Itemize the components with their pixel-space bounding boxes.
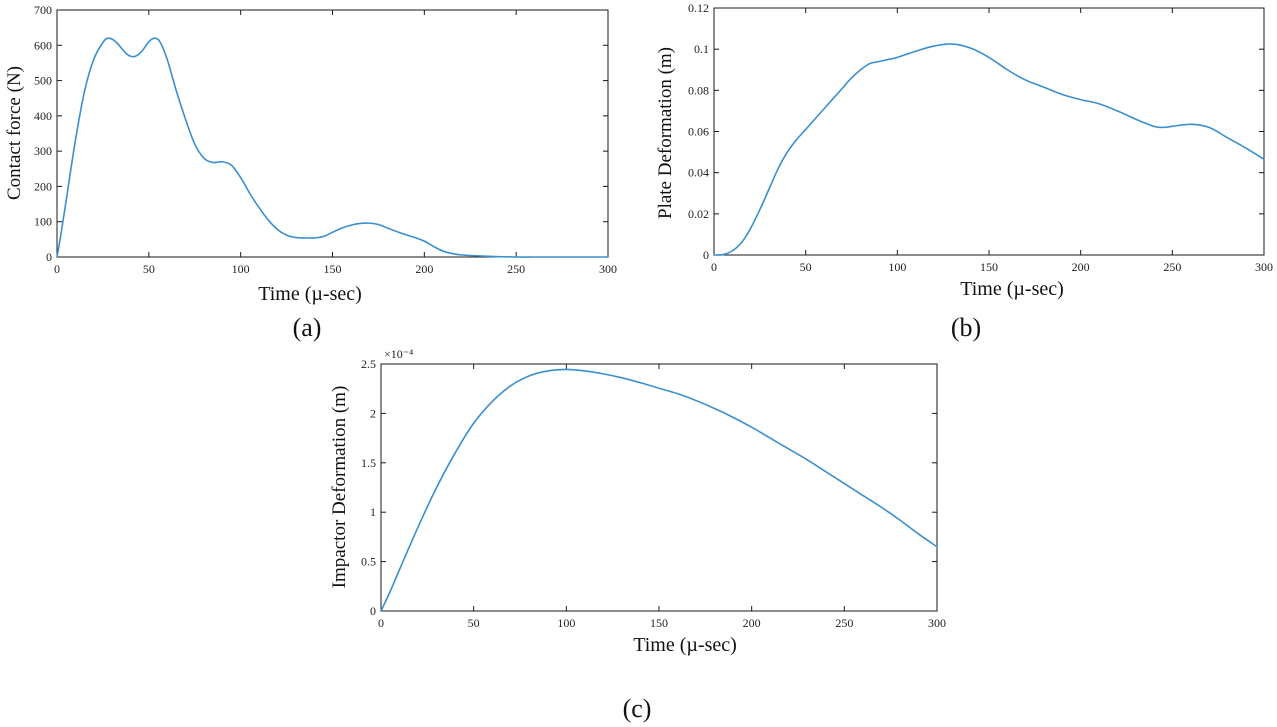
x-tick-label: 150 [324, 262, 342, 276]
y-tick-label: 2 [370, 406, 376, 420]
panel-caption: (c) [623, 694, 652, 723]
plot-frame [380, 363, 938, 612]
x-tick-label: 50 [800, 260, 812, 274]
x-tick-label: 250 [507, 262, 525, 276]
y-tick-label: 0.12 [688, 1, 709, 15]
y-tick-label: 100 [34, 215, 52, 229]
y-axis-label: Impactor Deformation (m) [329, 386, 350, 589]
x-tick-label: 150 [980, 260, 998, 274]
x-tick-label: 300 [1255, 260, 1273, 274]
series-line [380, 368, 938, 612]
x-axis-label: Time (µ-sec) [258, 283, 362, 305]
x-axis-label: Time (µ-sec) [633, 634, 737, 656]
x-tick-label: 200 [1072, 260, 1090, 274]
x-ticks: 0 50 100 150 200 250 300 [54, 10, 617, 276]
x-tick-label: 200 [415, 262, 433, 276]
y-tick-label: 0.06 [688, 125, 709, 139]
y-tick-label: 0.1 [694, 42, 709, 56]
x-tick-label: 250 [1163, 260, 1181, 274]
y-tick-label: 500 [34, 74, 52, 88]
x-tick-label: 100 [888, 260, 906, 274]
y-tick-label: 2.5 [361, 357, 376, 371]
x-tick-label: 50 [468, 616, 480, 630]
y-tick-label: 0 [370, 604, 376, 618]
y-tick-label: 1.5 [361, 456, 376, 470]
y-tick-label: 0 [703, 248, 709, 262]
plot-frame [713, 7, 1265, 256]
panel-caption: (b) [951, 313, 981, 342]
y-tick-label: 200 [34, 179, 52, 193]
y-tick-label: 0.02 [688, 207, 709, 221]
x-tick-label: 100 [557, 616, 575, 630]
panel-c: 0 50 100 150 200 250 300 0 0.5 1 1.5 2 2.5 ×10⁻⁴ Ti… [329, 347, 946, 723]
y-ticks: 0 100 200 300 400 500 600 700 [34, 3, 608, 264]
x-tick-label: 0 [378, 616, 384, 630]
panel-a: 0 50 100 150 200 250 300 0 100 200 300 400 500 600 70… [4, 3, 617, 342]
x-ticks: 0 50 100 150 200 250 300 [711, 8, 1273, 274]
y-tick-label: 0.04 [688, 166, 709, 180]
x-tick-label: 0 [711, 260, 717, 274]
panel-caption: (a) [293, 313, 322, 342]
y-axis-label: Contact force (N) [4, 66, 25, 200]
x-tick-label: 100 [232, 262, 250, 276]
x-tick-label: 250 [835, 616, 853, 630]
plot-frame [56, 9, 609, 258]
y-tick-label: 1 [370, 505, 376, 519]
y-tick-label: 300 [34, 144, 52, 158]
y-tick-label: 400 [34, 109, 52, 123]
panel-b: 0 50 100 150 200 250 300 00.020.040.060.080.10… [655, 1, 1273, 342]
x-tick-label: 150 [650, 616, 668, 630]
series-line [713, 43, 1265, 256]
x-tick-label: 300 [599, 262, 617, 276]
y-tick-label: 700 [34, 3, 52, 17]
y-tick-label: 600 [34, 38, 52, 52]
x-tick-label: 50 [143, 262, 155, 276]
y-ticks: 0 0.02 0.04 0.06 0.08 0.1 0.12 [688, 1, 1264, 262]
y-tick-label: 0 [46, 250, 52, 264]
x-tick-label: 0 [54, 262, 60, 276]
x-ticks: 0 50 100 150 200 250 300 [378, 364, 946, 630]
y-tick-label: 0.08 [688, 83, 709, 97]
y-axis-label: Plate Deformation (m) [655, 47, 676, 219]
x-axis-label: Time (µ-sec) [960, 278, 1064, 300]
y-exponent-label: ×10⁻⁴ [384, 347, 413, 361]
x-tick-label: 200 [743, 616, 761, 630]
y-tick-label: 0.5 [361, 555, 376, 569]
x-tick-label: 300 [928, 616, 946, 630]
y-ticks: 0 0.5 1 1.5 2 2.5 [361, 357, 937, 618]
series-line [56, 37, 609, 258]
